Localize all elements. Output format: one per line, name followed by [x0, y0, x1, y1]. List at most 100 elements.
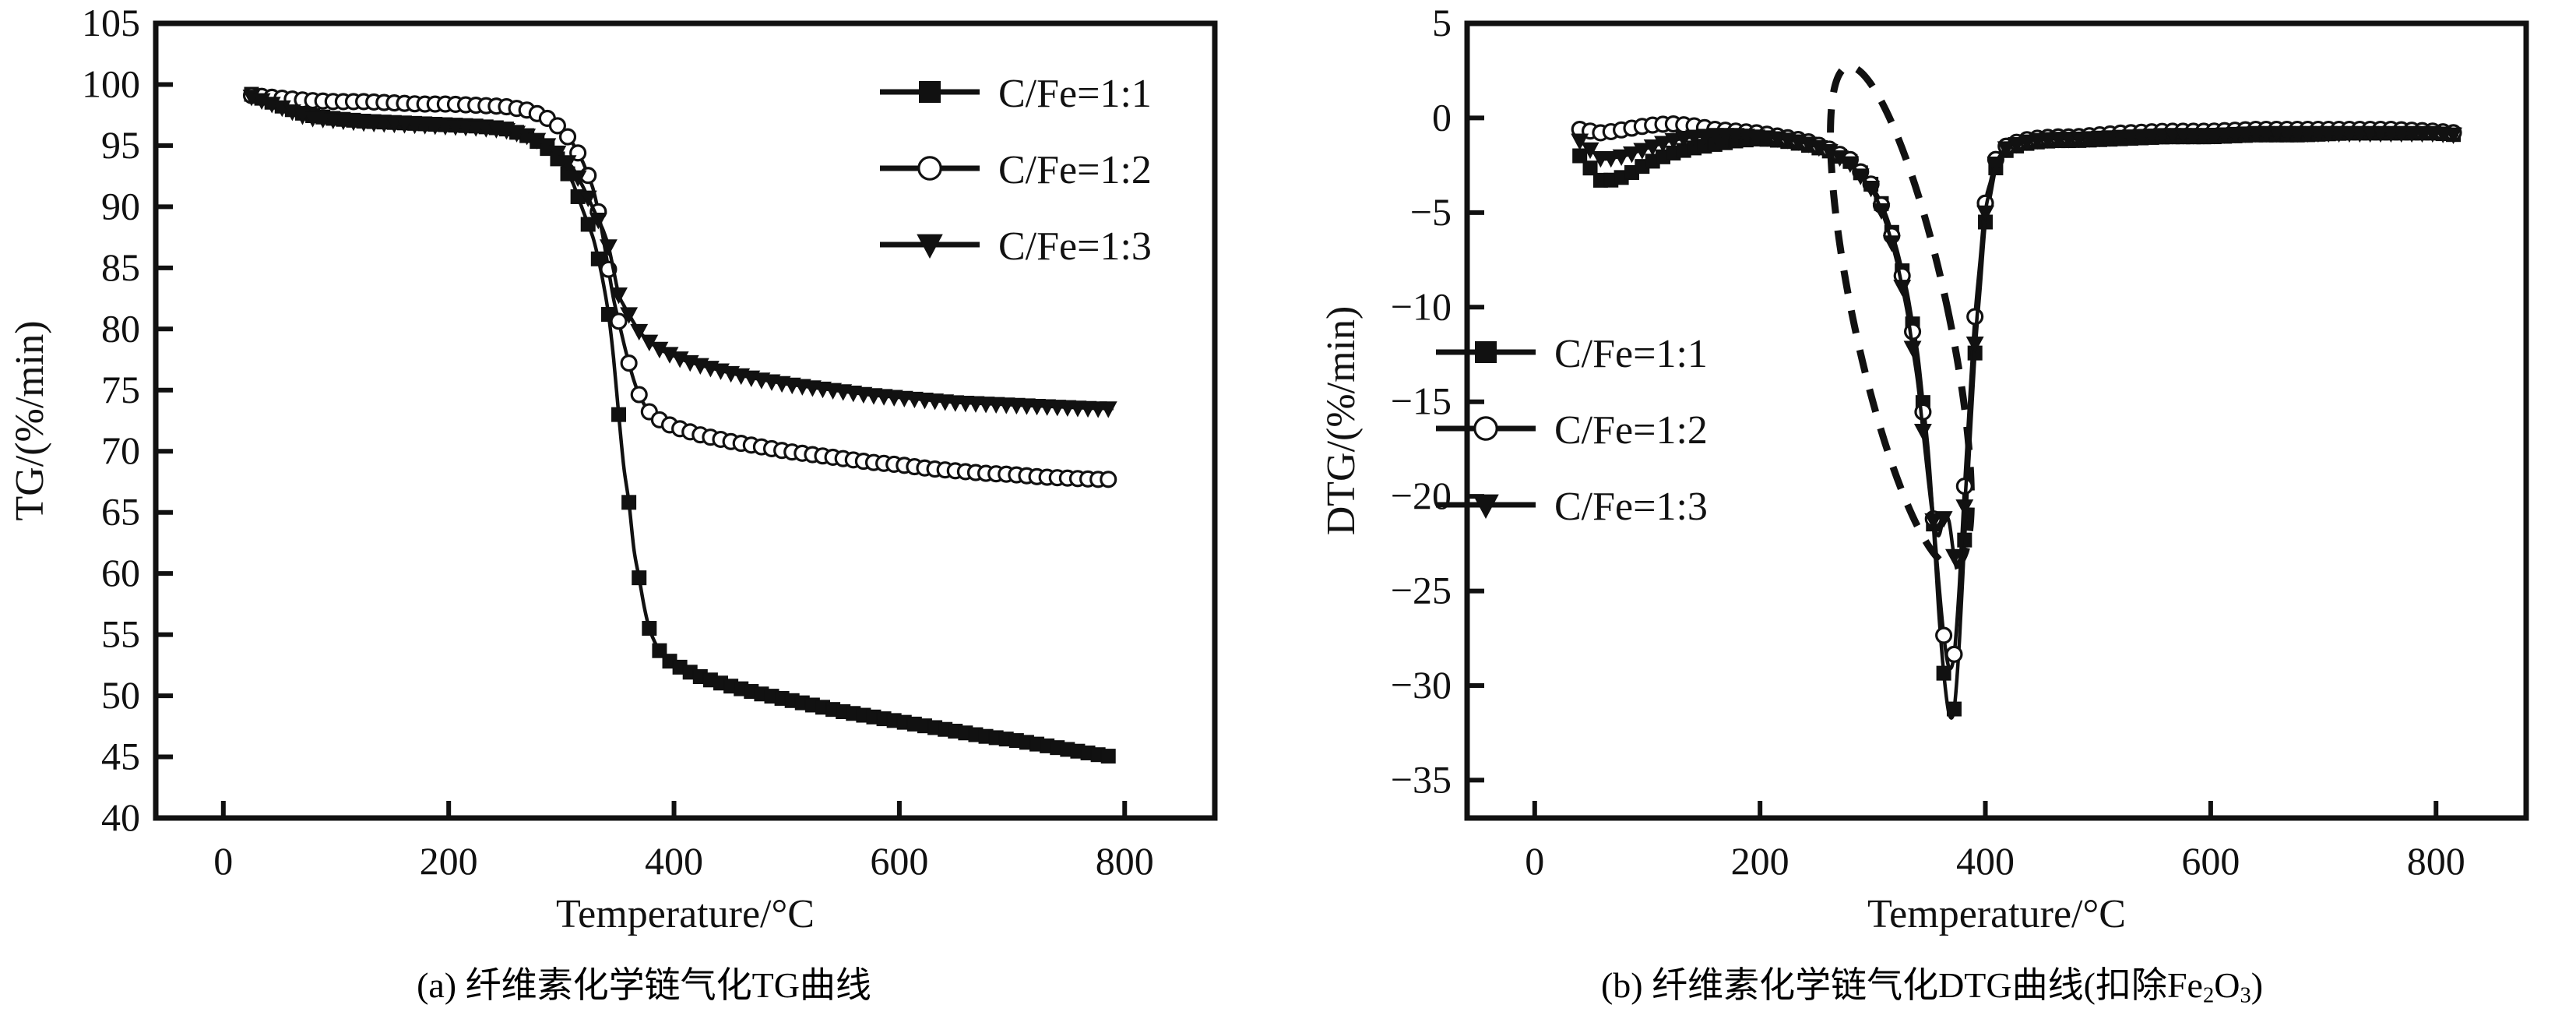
caption-b-part3: ): [2250, 964, 2264, 1005]
data-marker: [1893, 280, 1912, 297]
y-tick-label: 45: [101, 735, 140, 778]
data-marker: [1936, 665, 1951, 681]
data-marker: [1841, 156, 1860, 174]
series-line: [1578, 131, 2459, 569]
legend-label: C/Fe=1:1: [998, 72, 1152, 116]
legend-marker-filled-square-icon: [1475, 341, 1497, 363]
axes-frame: [153, 20, 1218, 821]
caption-b-sub1: 2: [2202, 983, 2215, 1007]
y-tick-label: 50: [101, 673, 140, 717]
data-marker: [1976, 205, 1994, 223]
data-marker: [1946, 701, 1962, 717]
series-3: [1571, 125, 2462, 569]
y-tick-label: 55: [101, 612, 140, 656]
tick-marks: [156, 21, 1128, 820]
x-tick-label: 400: [645, 839, 703, 883]
data-marker: [1581, 142, 1599, 160]
data-marker: [1612, 149, 1631, 167]
data-marker: [2018, 134, 2036, 151]
legend-marker-filled-triangle-down-icon: [1473, 494, 1499, 519]
x-tick-label: 600: [870, 839, 928, 883]
data-marker: [621, 495, 637, 510]
data-marker: [1862, 181, 1881, 198]
x-tick-label: 200: [420, 839, 478, 883]
legend-label: C/Fe=1:2: [998, 148, 1152, 192]
axis-titles: Temperature/°C TG/(%/min): [8, 320, 815, 936]
data-marker: [1924, 513, 1943, 531]
y-tick-label: 70: [101, 428, 140, 472]
data-marker: [1695, 129, 1714, 146]
y-tick-label: −10: [1391, 284, 1452, 328]
data-marker: [1987, 157, 2005, 174]
data-marker: [630, 323, 649, 341]
data-marker: [548, 117, 566, 135]
data-marker: [1099, 401, 1117, 418]
y-tick-label: 80: [101, 306, 140, 350]
y-tick-label: −30: [1391, 663, 1452, 707]
data-marker: [1955, 499, 1974, 517]
data-marker: [589, 213, 607, 230]
data-marker: [1935, 626, 1953, 644]
legend-item-3[interactable]: C/Fe=1:3: [1436, 485, 1708, 529]
y-tick-label: 5: [1432, 1, 1452, 44]
y-tick-label: 85: [101, 245, 140, 289]
x-tick-label: 400: [1956, 839, 2015, 883]
data-marker: [642, 621, 657, 636]
data-marker: [2008, 137, 2026, 154]
legend-item-2[interactable]: C/Fe=1:2: [1436, 408, 1708, 453]
legend-label: C/Fe=1:3: [998, 224, 1152, 269]
legend: C/Fe=1:1 C/Fe=1:2 C/Fe=1:3: [1436, 332, 1708, 529]
data-marker: [620, 354, 638, 372]
data-marker: [599, 239, 618, 256]
y-tick-label: 0: [1432, 95, 1452, 139]
data-marker: [558, 155, 577, 172]
y-axis-title: DTG/(%/min): [1319, 306, 1364, 536]
y-tick-label: 105: [82, 1, 140, 44]
axes-frame: [1464, 20, 2529, 821]
data-marker: [610, 287, 628, 305]
caption-a-text: (a) 纤维素化学链气化TG曲线: [417, 965, 871, 1005]
y-tick-label: 75: [101, 368, 140, 411]
y-tick-label: −20: [1391, 474, 1452, 517]
axis-titles: Temperature/°C DTG/(%/min): [1319, 306, 2126, 936]
y-tick-label: 95: [101, 123, 140, 167]
data-marker: [1685, 129, 1704, 146]
data-marker: [1602, 150, 1621, 168]
legend-item-1[interactable]: C/Fe=1:1: [880, 72, 1152, 116]
data-marker: [1882, 235, 1901, 252]
caption-a: (a) 纤维素化学链气化TG曲线: [0, 957, 1288, 1008]
legend-item-3[interactable]: C/Fe=1:3: [880, 224, 1152, 269]
data-marker: [1674, 131, 1693, 148]
plot-border: [153, 20, 1218, 821]
y-tick-label: 100: [82, 62, 140, 105]
highlight-ellipse-annotation: [1827, 62, 1975, 570]
x-axis-title: Temperature/°C: [1867, 892, 2126, 936]
data-marker: [568, 170, 587, 188]
x-tick-label: 0: [1525, 839, 1544, 883]
caption-b-part1: (b) 纤维素化学链气化DTG曲线(扣除Fe: [1600, 964, 2203, 1005]
x-axis-title: Temperature/°C: [556, 892, 815, 936]
caption-b: (b) 纤维素化学链气化DTG曲线(扣除Fe2O3): [1288, 957, 2576, 1008]
data-marker: [610, 312, 628, 330]
plot-border: [1464, 20, 2529, 821]
data-marker: [558, 128, 577, 146]
legend-item-2[interactable]: C/Fe=1:2: [880, 148, 1152, 192]
data-marker: [1945, 548, 1963, 566]
data-marker: [1664, 132, 1683, 150]
x-tick-label: 800: [1096, 839, 1154, 883]
data-marker: [1623, 146, 1641, 164]
data-marker: [1851, 168, 1870, 185]
data-marker: [1997, 141, 2015, 158]
data-marker: [1957, 532, 1972, 548]
x-tick-label: 600: [2181, 839, 2240, 883]
y-tick-label: −5: [1410, 190, 1452, 234]
data-marker: [632, 570, 647, 586]
legend: C/Fe=1:1 C/Fe=1:2 C/Fe=1:3: [880, 72, 1152, 269]
legend-label: C/Fe=1:1: [1554, 332, 1708, 376]
y-tick-label: −15: [1391, 379, 1452, 423]
data-marker: [1872, 203, 1891, 220]
series-3: [242, 90, 1117, 418]
data-marker: [1582, 160, 1598, 176]
legend-item-1[interactable]: C/Fe=1:1: [1436, 332, 1708, 376]
